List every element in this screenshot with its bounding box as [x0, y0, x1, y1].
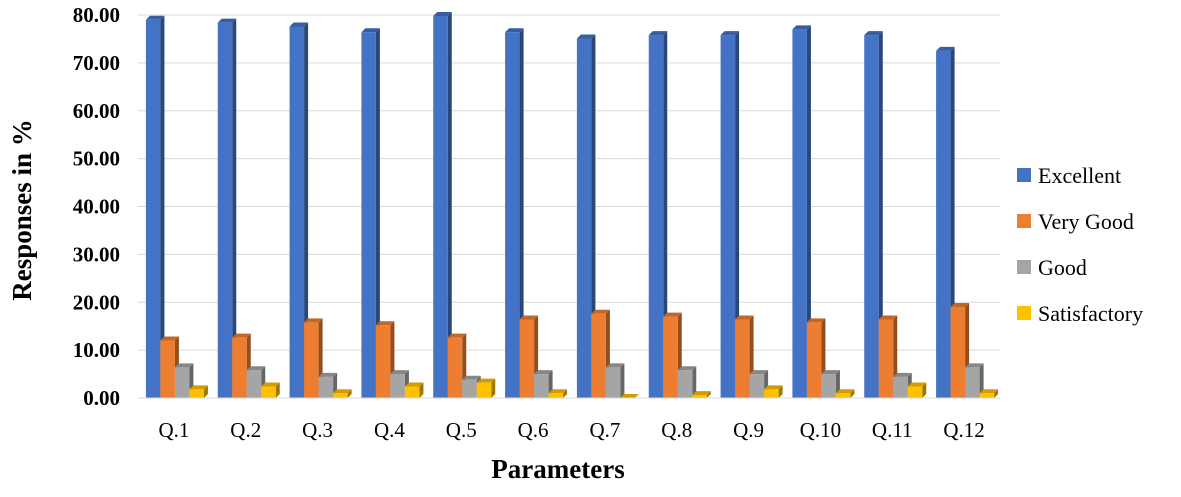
bar-good: [605, 363, 625, 398]
legend-swatch: [1017, 168, 1031, 182]
x-tick-label: Q.12: [943, 418, 984, 442]
bar-excellent: [505, 28, 524, 399]
y-tick-label: 10.00: [73, 338, 120, 362]
bar-satisfactory: [907, 382, 927, 398]
bar-good: [965, 363, 984, 398]
y-tick-label: 20.00: [73, 290, 120, 314]
bar-excellent: [936, 46, 955, 398]
legend: Excellent Very Good Good Satisfactory: [1017, 163, 1143, 326]
bar-satisfactory: [404, 382, 424, 398]
legend-item: Very Good: [1017, 209, 1134, 234]
axes: 0.00 10.00 20.00 30.00 40.00 50.00 60.00 70.00 8…: [73, 3, 1000, 442]
x-tick-label: Q.9: [733, 418, 764, 442]
bar-excellent: [361, 28, 380, 399]
bar-good: [821, 370, 840, 398]
bar-excellent: [576, 34, 596, 399]
legend-label: Good: [1038, 255, 1087, 280]
legend-swatch: [1017, 306, 1031, 320]
bar-excellent: [792, 25, 811, 399]
y-tick-label: 30.00: [73, 242, 120, 266]
y-tick-label: 40.00: [73, 195, 120, 219]
bar-satisfactory: [620, 394, 639, 398]
bar-satisfactory: [333, 389, 352, 398]
y-tick-label: 80.00: [73, 3, 120, 27]
bar-satisfactory: [261, 382, 280, 398]
y-axis-title: Responses in %: [7, 119, 37, 301]
bar-excellent: [720, 31, 740, 399]
bar-satisfactory: [764, 385, 783, 398]
x-tick-label: Q.2: [230, 418, 261, 442]
x-tick-label: Q.11: [872, 418, 913, 442]
legend-item: Good: [1017, 255, 1087, 280]
x-tick-label: Q.10: [800, 418, 841, 442]
bar-excellent: [217, 18, 237, 398]
x-tick-label: Q.1: [158, 418, 189, 442]
bar-good: [534, 370, 553, 398]
x-tick-label: Q.3: [302, 418, 333, 442]
bar-excellent: [648, 31, 668, 399]
legend-swatch: [1017, 214, 1031, 228]
grid-lines: [138, 14, 1000, 399]
x-axis-title: Parameters: [491, 454, 624, 484]
y-tick-label: 0.00: [83, 386, 120, 410]
x-tick-label: Q.8: [661, 418, 692, 442]
bar-satisfactory: [189, 385, 208, 398]
legend-item: Excellent: [1017, 163, 1121, 188]
bar-excellent: [864, 31, 883, 399]
bar-excellent: [433, 11, 452, 399]
bar-excellent: [145, 15, 165, 398]
bar-satisfactory: [835, 389, 855, 398]
legend-label: Very Good: [1038, 209, 1134, 234]
legend-label: Satisfactory: [1038, 301, 1143, 326]
legend-item: Satisfactory: [1017, 301, 1143, 326]
y-tick-label: 70.00: [73, 51, 120, 75]
legend-swatch: [1017, 260, 1031, 274]
bar-satisfactory: [476, 378, 496, 398]
bar-excellent: [289, 22, 309, 399]
bars: [145, 11, 999, 399]
y-tick-label: 60.00: [73, 99, 120, 123]
x-tick-label: Q.6: [518, 418, 549, 442]
x-tick-label: Q.5: [446, 418, 477, 442]
bar-satisfactory: [979, 389, 999, 398]
x-tick-label: Q.7: [589, 418, 620, 442]
bar-good: [318, 372, 338, 398]
legend-label: Excellent: [1038, 163, 1121, 188]
y-tick-label: 50.00: [73, 147, 120, 171]
bar-good: [677, 366, 697, 398]
x-tick-label: Q.4: [374, 418, 405, 442]
bar-satisfactory: [548, 389, 568, 398]
bar-satisfactory: [692, 391, 711, 398]
